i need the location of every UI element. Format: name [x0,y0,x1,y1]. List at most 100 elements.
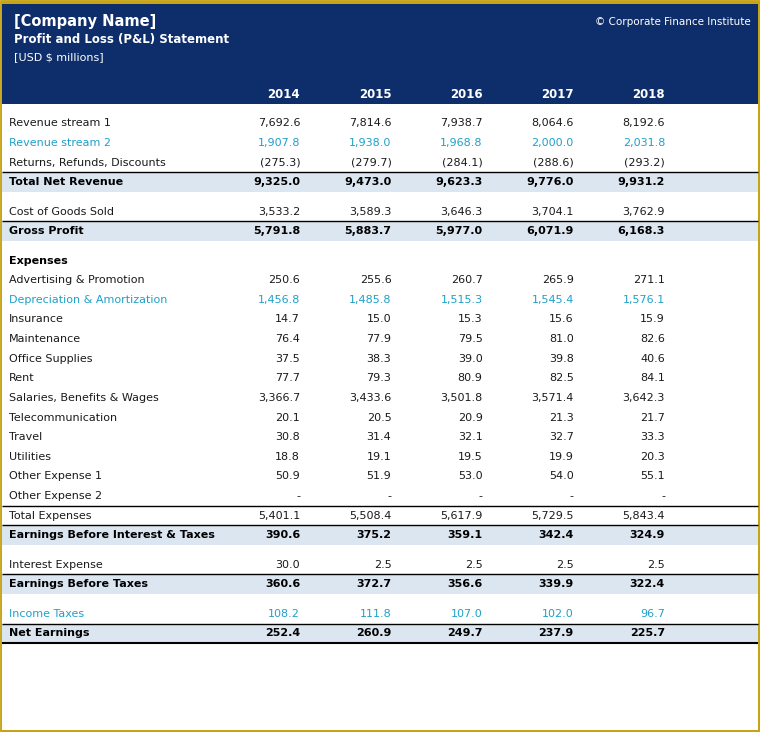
Text: 250.6: 250.6 [268,275,300,285]
Text: 1,456.8: 1,456.8 [258,295,300,305]
Text: 9,776.0: 9,776.0 [527,177,574,187]
Text: Earnings Before Taxes: Earnings Before Taxes [9,579,148,589]
Bar [2,526,758,545]
Text: 9,623.3: 9,623.3 [435,177,483,187]
Text: 7,692.6: 7,692.6 [258,119,300,128]
Text: 342.4: 342.4 [538,530,574,540]
Text: 21.7: 21.7 [640,413,665,422]
Text: Rent: Rent [9,373,35,384]
Text: Cost of Goods Sold: Cost of Goods Sold [9,206,114,217]
Text: 76.4: 76.4 [275,334,300,344]
Text: 18.8: 18.8 [275,452,300,462]
Text: 372.7: 372.7 [356,579,391,589]
Text: (284.1): (284.1) [442,157,483,168]
Text: 77.9: 77.9 [366,334,391,344]
Text: 2.5: 2.5 [465,560,483,569]
Text: Maintenance: Maintenance [9,334,81,344]
Text: 375.2: 375.2 [356,530,391,540]
Text: (279.7): (279.7) [350,157,391,168]
Text: 30.8: 30.8 [275,432,300,442]
Text: 9,473.0: 9,473.0 [344,177,391,187]
Text: Salaries, Benefits & Wages: Salaries, Benefits & Wages [9,393,159,403]
Text: 5,843.4: 5,843.4 [622,511,665,520]
Text: 390.6: 390.6 [265,530,300,540]
Text: 9,931.2: 9,931.2 [618,177,665,187]
Text: 108.2: 108.2 [268,609,300,619]
Bar [2,172,758,192]
Text: 2014: 2014 [268,88,300,100]
Text: 39.0: 39.0 [458,354,483,364]
Text: 8,064.6: 8,064.6 [531,119,574,128]
Text: 53.0: 53.0 [458,471,483,482]
Text: 3,366.7: 3,366.7 [258,393,300,403]
Text: 81.0: 81.0 [549,334,574,344]
Text: Expenses: Expenses [9,255,68,266]
Text: 6,168.3: 6,168.3 [618,226,665,236]
Text: Other Expense 1: Other Expense 1 [9,471,102,482]
Text: 6,071.9: 6,071.9 [527,226,574,236]
Text: Total Expenses: Total Expenses [9,511,92,520]
Text: -: - [661,491,665,501]
Text: 19.1: 19.1 [366,452,391,462]
Text: Travel: Travel [9,432,43,442]
Text: Returns, Refunds, Discounts: Returns, Refunds, Discounts [9,157,166,168]
Text: 82.5: 82.5 [549,373,574,384]
Text: 324.9: 324.9 [629,530,665,540]
Text: 260.7: 260.7 [451,275,483,285]
Text: 249.7: 249.7 [447,628,483,638]
Text: 5,401.1: 5,401.1 [258,511,300,520]
Text: 96.7: 96.7 [640,609,665,619]
Text: 14.7: 14.7 [275,315,300,324]
Text: -: - [388,491,391,501]
Text: 3,533.2: 3,533.2 [258,206,300,217]
Text: 1,515.3: 1,515.3 [441,295,483,305]
Text: 107.0: 107.0 [451,609,483,619]
Text: -: - [296,491,300,501]
Text: Revenue stream 2: Revenue stream 2 [9,138,111,148]
Text: 51.9: 51.9 [366,471,391,482]
Text: 15.6: 15.6 [549,315,574,324]
Text: 3,589.3: 3,589.3 [349,206,391,217]
Text: 2,031.8: 2,031.8 [622,138,665,148]
Text: [Company Name]: [Company Name] [14,15,156,29]
Text: 32.7: 32.7 [549,432,574,442]
Text: 77.7: 77.7 [275,373,300,384]
Text: 21.3: 21.3 [549,413,574,422]
Text: 2016: 2016 [450,88,483,100]
Text: 339.9: 339.9 [539,579,574,589]
Text: 9,325.0: 9,325.0 [253,177,300,187]
Text: Profit and Loss (P&L) Statement: Profit and Loss (P&L) Statement [14,33,229,46]
Text: © Corporate Finance Institute: © Corporate Finance Institute [595,17,751,27]
Text: 84.1: 84.1 [640,373,665,384]
Text: 5,977.0: 5,977.0 [435,226,483,236]
Text: 1,545.4: 1,545.4 [531,295,574,305]
Text: 15.3: 15.3 [458,315,483,324]
Text: 237.9: 237.9 [539,628,574,638]
Text: Telecommunication: Telecommunication [9,413,117,422]
Text: 111.8: 111.8 [359,609,391,619]
Bar [2,104,758,730]
Text: 19.5: 19.5 [458,452,483,462]
Text: Net Earnings: Net Earnings [9,628,90,638]
Text: 260.9: 260.9 [356,628,391,638]
Text: Revenue stream 1: Revenue stream 1 [9,119,111,128]
Text: 252.4: 252.4 [265,628,300,638]
Text: 55.1: 55.1 [641,471,665,482]
Text: 7,814.6: 7,814.6 [349,119,391,128]
Text: Income Taxes: Income Taxes [9,609,84,619]
Text: 1,907.8: 1,907.8 [258,138,300,148]
Text: 3,571.4: 3,571.4 [531,393,574,403]
Text: 20.3: 20.3 [640,452,665,462]
Text: 2017: 2017 [541,88,574,100]
Text: 39.8: 39.8 [549,354,574,364]
Bar [2,4,758,104]
Text: 271.1: 271.1 [633,275,665,285]
Text: (275.3): (275.3) [260,157,300,168]
Text: Utilities: Utilities [9,452,51,462]
Text: 5,508.4: 5,508.4 [349,511,391,520]
Text: Earnings Before Interest & Taxes: Earnings Before Interest & Taxes [9,530,215,540]
Text: 20.9: 20.9 [458,413,483,422]
Text: 2.5: 2.5 [374,560,391,569]
Text: 31.4: 31.4 [366,432,391,442]
Text: 8,192.6: 8,192.6 [622,119,665,128]
